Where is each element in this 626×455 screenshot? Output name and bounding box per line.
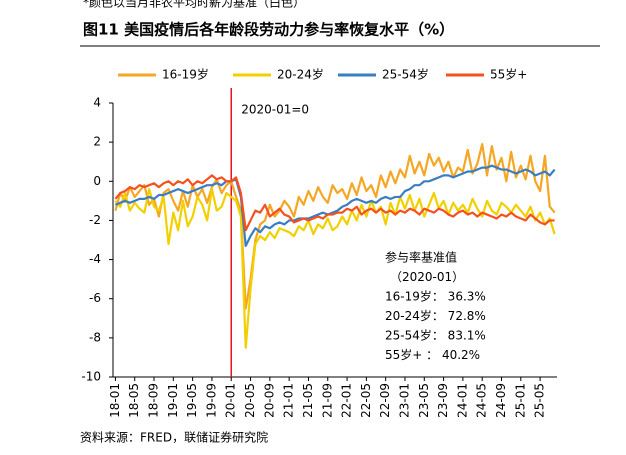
- x-tick-label: 23-01: [397, 383, 411, 418]
- source: 资料来源：FRED，联储证券研究院: [80, 430, 268, 445]
- x-tick-label: 20-09: [262, 383, 276, 418]
- x-tick-label: 19-09: [204, 383, 218, 418]
- y-tick-label: 4: [93, 96, 101, 110]
- x-tick-label: 22-09: [378, 383, 392, 418]
- y-tick-label: 2: [93, 135, 101, 149]
- x-tick-label: 23-05: [417, 383, 431, 418]
- y-tick-label: -10: [81, 370, 101, 384]
- annotation-line: （2020-01）: [390, 270, 464, 284]
- y-tick-label: -4: [89, 252, 101, 266]
- legend-label: 55岁+: [490, 67, 527, 82]
- chart-title: 图11 美国疫情后各年龄段劳动力参与率恢复水平（%）: [83, 21, 454, 39]
- x-tick-label: 20-05: [243, 383, 257, 418]
- x-tick-label: 22-01: [340, 383, 354, 418]
- annotation-line: 55岁+ ： 40.2%: [385, 347, 480, 362]
- x-tick-label: 18-01: [108, 383, 122, 418]
- x-tick-label: 24-01: [455, 383, 469, 418]
- x-tick-label: 25-01: [513, 383, 527, 418]
- x-tick-label: 24-09: [494, 383, 508, 418]
- x-tick-label: 25-05: [533, 383, 547, 418]
- y-tick-label: -6: [89, 291, 101, 305]
- x-tick-label: 19-05: [185, 383, 199, 418]
- x-tick-label: 23-09: [436, 383, 450, 418]
- x-tick-label: 19-01: [166, 383, 180, 418]
- x-tick-label: 21-09: [320, 383, 334, 418]
- x-tick-label: 21-05: [301, 383, 315, 418]
- series-line: [114, 188, 556, 349]
- note: *颜色以当月非农平均时薪为基准（白色）: [83, 0, 305, 10]
- series-line: [114, 164, 556, 247]
- legend-label: 20-24岁: [277, 67, 324, 82]
- y-tick-label: -8: [89, 330, 101, 344]
- x-tick-label: 20-01: [224, 383, 238, 418]
- x-tick-label: 22-05: [359, 383, 373, 418]
- reference-label: 2020-01=0: [241, 103, 309, 117]
- series-line: [114, 143, 556, 310]
- x-tick-label: 18-05: [127, 383, 141, 418]
- annotation-line: 25-54岁： 83.1%: [385, 328, 486, 343]
- series-line: [114, 174, 555, 232]
- annotation-line: 参与率基准值: [385, 250, 457, 265]
- y-tick-label: -2: [89, 213, 101, 227]
- x-tick-label: 18-09: [147, 383, 161, 418]
- y-tick-label: 0: [93, 174, 101, 188]
- annotation-line: 16-19岁： 36.3%: [385, 289, 486, 304]
- x-tick-label: 24-05: [475, 383, 489, 418]
- annotation-line: 20-24岁： 72.8%: [385, 308, 486, 323]
- x-tick-label: 21-01: [282, 383, 296, 418]
- legend-label: 25-54岁: [382, 67, 429, 82]
- legend-label: 16-19岁: [162, 67, 209, 82]
